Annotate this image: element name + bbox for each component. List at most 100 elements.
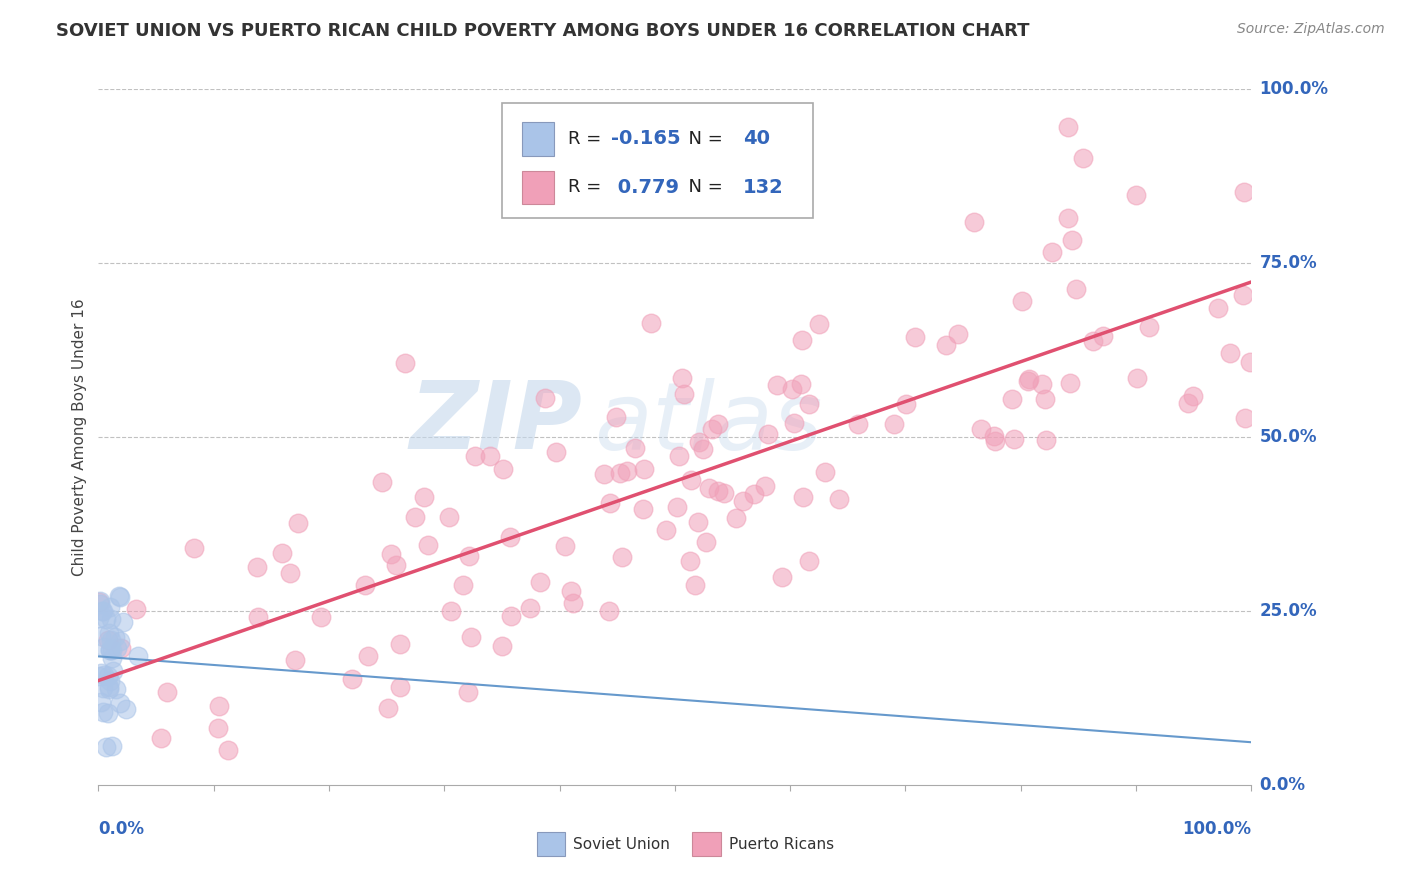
Point [97, 681, 120, 696]
Point [87, 595, 110, 609]
Point [460, 630, 482, 644]
Text: atlas: atlas [595, 377, 823, 468]
Point [108, 696, 131, 710]
Point [91, 604, 114, 618]
Point [93, 640, 115, 654]
Point [440, 604, 463, 618]
Point [593, 467, 616, 481]
Point [93, 668, 115, 682]
Point [380, 547, 402, 561]
Point [94, 739, 117, 754]
Point [100, 612, 122, 626]
Point [1040, 245, 1063, 260]
Point [384, 558, 406, 572]
Point [97, 681, 120, 695]
Point [935, 338, 957, 352]
Point [87, 611, 110, 625]
Point [97, 669, 120, 683]
Point [724, 510, 747, 524]
Point [1035, 434, 1057, 448]
Point [97, 706, 120, 721]
Point [451, 578, 474, 592]
Text: Puerto Ricans: Puerto Ricans [730, 837, 834, 852]
Point [104, 682, 127, 697]
Point [1018, 372, 1040, 386]
Point [969, 422, 991, 436]
Point [707, 417, 730, 431]
Point [1177, 396, 1199, 410]
Point [284, 653, 307, 667]
Point [388, 681, 411, 695]
Point [91, 604, 114, 618]
Point [770, 570, 793, 584]
Point [110, 633, 132, 648]
Y-axis label: Child Poverty Among Boys Under 16: Child Poverty Among Boys Under 16 [72, 298, 87, 576]
Text: 40: 40 [742, 129, 770, 148]
Point [353, 578, 375, 592]
Point [1033, 392, 1056, 407]
Point [90, 665, 112, 680]
Point [246, 610, 269, 624]
Point [491, 639, 513, 653]
Point [1064, 282, 1087, 296]
Point [104, 630, 127, 644]
Point [683, 578, 706, 592]
Text: 0.0%: 0.0% [98, 820, 145, 838]
Point [1232, 288, 1254, 302]
Point [217, 743, 239, 757]
Point [1234, 411, 1257, 425]
Point [1071, 151, 1094, 165]
Point [1181, 389, 1204, 403]
Point [623, 441, 645, 455]
Point [609, 466, 631, 480]
Point [756, 426, 779, 441]
Point [713, 486, 735, 500]
Point [792, 333, 814, 347]
Point [97, 632, 120, 647]
Point [533, 391, 555, 405]
Point [633, 502, 655, 516]
Point [655, 524, 678, 538]
Point [688, 515, 710, 529]
Point [357, 648, 380, 663]
Point [98, 600, 121, 615]
Point [110, 641, 132, 656]
Point [706, 484, 728, 499]
Text: 0.0%: 0.0% [1260, 776, 1306, 794]
Point [416, 538, 439, 552]
Point [1206, 301, 1229, 315]
Point [904, 330, 927, 344]
Point [89, 594, 111, 608]
Point [529, 574, 551, 589]
Point [688, 434, 710, 449]
Point [464, 450, 486, 464]
Point [742, 487, 765, 501]
Point [87, 669, 110, 683]
Point [413, 490, 436, 504]
Point [89, 598, 111, 612]
Point [672, 386, 695, 401]
Point [377, 701, 399, 715]
Point [1031, 377, 1053, 392]
Point [246, 560, 269, 574]
Text: 100.0%: 100.0% [1182, 820, 1251, 838]
Text: 50.0%: 50.0% [1260, 428, 1317, 446]
Point [101, 651, 124, 665]
Point [278, 566, 301, 580]
Point [98, 673, 121, 688]
Point [271, 546, 294, 560]
Point [96, 612, 118, 626]
Point [439, 510, 461, 524]
Point [183, 541, 205, 555]
Text: 132: 132 [742, 178, 783, 197]
Text: Source: ZipAtlas.com: Source: ZipAtlas.com [1237, 22, 1385, 37]
Point [519, 601, 541, 615]
Point [101, 643, 124, 657]
Point [827, 491, 849, 506]
Point [101, 739, 124, 754]
Point [207, 721, 229, 735]
Point [1001, 392, 1024, 406]
Point [1239, 355, 1261, 369]
Text: Soviet Union: Soviet Union [574, 837, 671, 852]
Point [1233, 185, 1256, 199]
